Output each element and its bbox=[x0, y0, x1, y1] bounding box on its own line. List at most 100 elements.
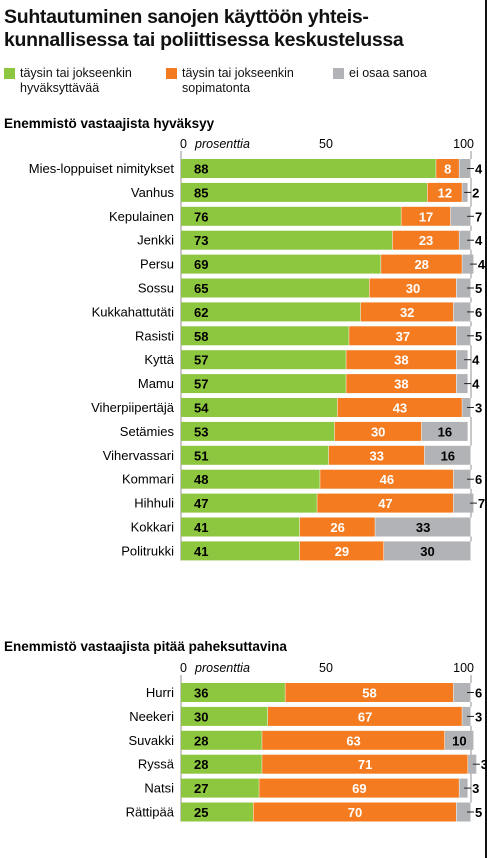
right-border bbox=[485, 0, 487, 858]
bar-segment bbox=[459, 159, 471, 178]
bar-segment bbox=[424, 445, 471, 465]
bar-segment bbox=[462, 706, 471, 726]
category-label: Vanhus bbox=[131, 185, 175, 200]
category-label: Mamu bbox=[138, 376, 174, 391]
category-label: Rättipää bbox=[126, 805, 175, 820]
category-label: Politrukki bbox=[121, 543, 174, 558]
value-label: 4 bbox=[472, 353, 480, 368]
bar-segment bbox=[181, 469, 321, 489]
legend-label: ei osaa sanoa bbox=[349, 66, 427, 80]
value-label: 33 bbox=[416, 520, 430, 535]
value-label: 30 bbox=[371, 424, 385, 439]
bar-segment bbox=[320, 469, 454, 489]
value-label: 30 bbox=[406, 281, 420, 296]
category-label: Mies-loppuiset nimitykset bbox=[29, 161, 175, 176]
legend-item-dont-know: ei osaa sanoa bbox=[333, 66, 469, 81]
bar-segment bbox=[381, 254, 463, 274]
value-label: 7 bbox=[478, 496, 485, 511]
bar-segment bbox=[456, 802, 471, 822]
legend-item-acceptable: täysin tai jokseenkin hyväksyttävää bbox=[4, 66, 160, 96]
value-label: 38 bbox=[394, 353, 408, 368]
value-label: 5 bbox=[475, 329, 482, 344]
value-label: 48 bbox=[194, 472, 208, 487]
value-label: 3 bbox=[481, 757, 487, 772]
value-label: 63 bbox=[346, 733, 360, 748]
value-label: 6 bbox=[475, 472, 482, 487]
category-label: Rasisti bbox=[135, 328, 174, 343]
value-label: 4 bbox=[472, 377, 480, 392]
bar-segment bbox=[181, 730, 263, 750]
category-label: Setämies bbox=[120, 424, 175, 439]
axis-tick-label: 100 bbox=[453, 137, 474, 151]
category-label: Hurri bbox=[146, 685, 174, 700]
bar-segment bbox=[181, 326, 350, 346]
value-label: 33 bbox=[370, 448, 384, 463]
bar-segment bbox=[181, 683, 286, 702]
bar-segment bbox=[181, 374, 347, 394]
legend-swatch-orange bbox=[166, 68, 177, 79]
bar-segment bbox=[453, 683, 471, 702]
value-label: 4 bbox=[475, 162, 483, 177]
value-label: 28 bbox=[194, 757, 208, 772]
bar-segment bbox=[384, 541, 471, 561]
value-label: 32 bbox=[400, 305, 414, 320]
bar-segment bbox=[181, 517, 300, 537]
bar-segment bbox=[346, 350, 457, 370]
legend-label: täysin tai jokseenkin sopimatonta bbox=[182, 66, 294, 95]
bar-segment bbox=[375, 517, 471, 537]
bar-segment bbox=[337, 398, 463, 417]
bar-segment bbox=[459, 778, 469, 798]
bar-segment bbox=[268, 706, 463, 726]
bar-segment bbox=[181, 302, 361, 322]
bar-segment bbox=[262, 730, 445, 750]
value-label: 88 bbox=[194, 162, 208, 177]
bar-segment bbox=[181, 182, 428, 202]
axis-unit-label: prosenttia bbox=[194, 137, 250, 151]
bar-segment bbox=[453, 302, 471, 322]
category-label: Jenkki bbox=[137, 233, 174, 248]
value-label: 5 bbox=[475, 281, 482, 296]
value-label: 12 bbox=[438, 185, 452, 200]
bar-segment bbox=[181, 778, 260, 798]
bar-segment bbox=[360, 302, 454, 322]
category-label: Hihhuli bbox=[134, 496, 174, 511]
category-label: Kukkahattutäti bbox=[92, 304, 174, 319]
bar-segment bbox=[456, 374, 469, 394]
value-label: 16 bbox=[441, 448, 455, 463]
value-label: 4 bbox=[475, 233, 483, 248]
value-label: 69 bbox=[194, 257, 208, 272]
value-label: 16 bbox=[438, 424, 452, 439]
bar-segment bbox=[436, 159, 460, 178]
value-label: 37 bbox=[396, 329, 410, 344]
value-label: 38 bbox=[394, 377, 408, 392]
bar-segment bbox=[262, 754, 469, 774]
value-label: 23 bbox=[419, 233, 433, 248]
bar-segment bbox=[181, 445, 329, 465]
legend-label: täysin tai jokseenkin hyväksyttävää bbox=[20, 66, 132, 95]
bar-segment bbox=[259, 778, 460, 798]
bar-segment bbox=[317, 493, 454, 513]
bar-segment bbox=[456, 278, 471, 298]
value-label: 3 bbox=[475, 709, 482, 724]
bar-segment bbox=[369, 278, 457, 298]
bar-segment bbox=[450, 206, 471, 226]
section-title: Enemmistö vastaajista hyväksyy bbox=[4, 116, 215, 131]
bar-segment bbox=[459, 230, 471, 250]
bar-segment bbox=[444, 730, 474, 750]
category-label: Suvakki bbox=[128, 733, 174, 748]
value-label: 71 bbox=[358, 757, 372, 772]
bar-segment bbox=[181, 278, 370, 298]
legend-item-inappropriate: täysin tai jokseenkin sopimatonta bbox=[166, 66, 332, 96]
bar-segment bbox=[456, 326, 471, 346]
value-label: 3 bbox=[472, 781, 479, 796]
legend-swatch-green bbox=[4, 68, 15, 79]
category-label: Sossu bbox=[138, 281, 174, 296]
value-label: 57 bbox=[194, 377, 208, 392]
value-label: 17 bbox=[419, 209, 433, 224]
bar-segment bbox=[299, 517, 376, 537]
value-label: 30 bbox=[420, 544, 434, 559]
bar-segment bbox=[462, 254, 474, 274]
value-label: 30 bbox=[194, 709, 208, 724]
title-line-1: Suhtautuminen sanojen käyttöön yhteis- bbox=[4, 6, 369, 28]
bar-segment bbox=[181, 159, 437, 178]
